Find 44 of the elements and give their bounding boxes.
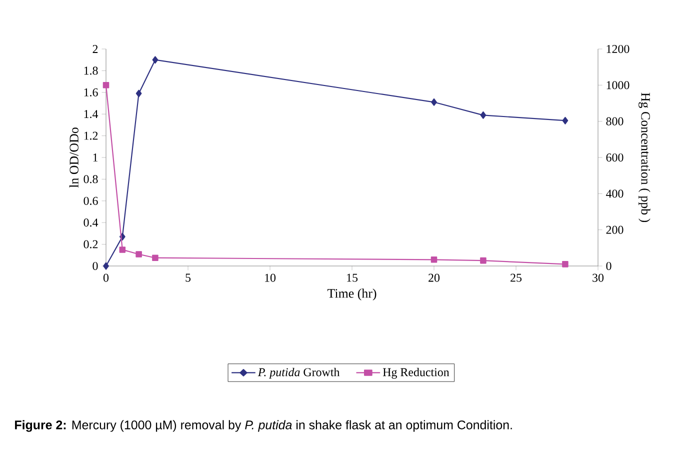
y-axis-title: ln OD/ODo — [69, 128, 78, 188]
point — [562, 116, 568, 124]
y-tick-label: 1 — [93, 154, 98, 162]
point — [430, 256, 438, 263]
y-tick-label: 0.6 — [84, 196, 98, 205]
x-tick-label: 30 — [592, 274, 604, 282]
y-tick-label: 1.2 — [84, 132, 98, 140]
y2-tick-label: 800 — [606, 117, 624, 126]
x-tick-label: 5 — [186, 274, 191, 282]
point — [136, 251, 142, 258]
y-tick-label: 1.4 — [84, 110, 98, 118]
x-tick-label: 25 — [510, 274, 522, 282]
x-tick-label: 0 — [103, 274, 109, 282]
y2-tick-label: 1000 — [606, 81, 630, 90]
point — [562, 261, 568, 268]
point — [152, 56, 158, 64]
y-tick-label: 0 — [92, 262, 98, 270]
y2-tick-label: 400 — [606, 190, 624, 198]
point — [136, 90, 142, 98]
legend-label: Hg Reduction — [382, 368, 450, 379]
point — [480, 111, 486, 119]
y2-tick-label: 1200 — [606, 44, 630, 54]
legend-label: P. putida Growth — [258, 368, 340, 379]
x-tick-label: 15 — [347, 274, 358, 282]
y-tick-label: 0.8 — [84, 175, 98, 184]
y-tick-label: 0.2 — [84, 240, 98, 248]
y-tick-label: 2 — [92, 45, 98, 53]
text: Figure 2: Mercury (1000 µM) removal by P. putida in shake flask at an optimum Condition. — [15, 420, 512, 432]
x-tick-label: 10 — [265, 274, 276, 282]
x-tick-label: 20 — [428, 274, 440, 282]
y-tick-label: 1.6 — [84, 88, 98, 96]
point — [103, 262, 109, 270]
y-tick-label: 1.8 — [84, 66, 98, 75]
point — [102, 82, 110, 88]
y2-axis-title: Hg Concentration ( ppb ) — [638, 92, 650, 222]
y2-tick-label: 0 — [606, 262, 612, 270]
point — [119, 246, 126, 253]
y-tick-label: 0.4 — [84, 218, 98, 227]
point — [480, 257, 486, 264]
point — [431, 98, 437, 106]
y2-tick-label: 600 — [606, 153, 624, 162]
point — [152, 254, 158, 261]
x-axis-title: Time (hr) — [327, 288, 376, 300]
y2-tick-label: 200 — [606, 226, 624, 234]
